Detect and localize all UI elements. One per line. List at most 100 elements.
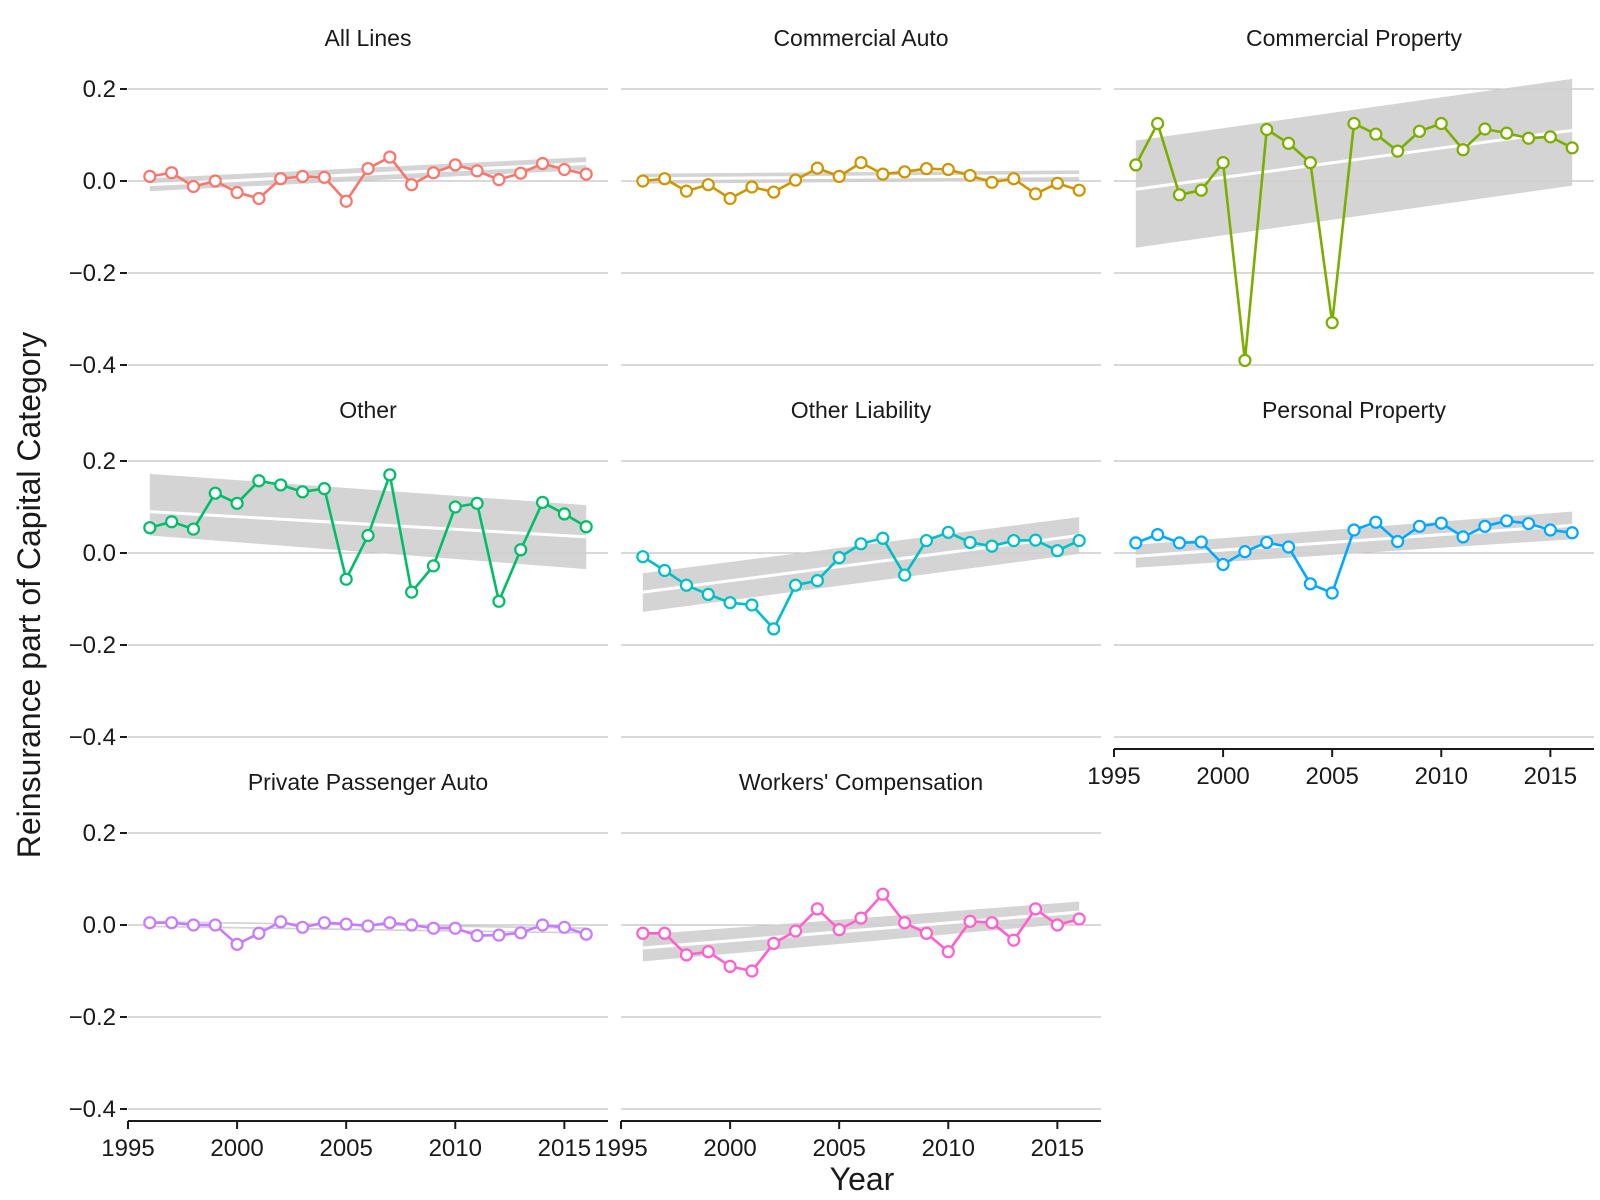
data-point bbox=[898, 568, 912, 582]
data-point bbox=[1072, 912, 1086, 926]
data-point bbox=[383, 150, 397, 164]
data-point bbox=[208, 174, 222, 188]
y-tick-label: 0.0 bbox=[83, 540, 116, 567]
data-point bbox=[1194, 183, 1208, 197]
data-point bbox=[165, 166, 179, 180]
data-point bbox=[1151, 527, 1165, 542]
data-point bbox=[1050, 176, 1064, 190]
x-tick-label: 2000 bbox=[703, 1135, 756, 1162]
y-tick-label: 0.2 bbox=[83, 448, 116, 475]
data-point bbox=[252, 926, 266, 940]
data-point bbox=[208, 918, 222, 932]
data-point bbox=[1260, 535, 1274, 550]
data-point bbox=[426, 559, 441, 573]
data-point bbox=[361, 528, 375, 543]
data-point bbox=[186, 179, 201, 194]
panel-title: Other Liability bbox=[791, 397, 932, 423]
data-point bbox=[810, 902, 824, 916]
data-point bbox=[426, 166, 441, 180]
x-tick-label: 2005 bbox=[812, 1135, 865, 1162]
data-point bbox=[767, 622, 781, 636]
data-point bbox=[470, 164, 484, 178]
data-point bbox=[405, 178, 419, 192]
data-point bbox=[557, 920, 571, 934]
data-point bbox=[1151, 116, 1165, 131]
data-point bbox=[1072, 183, 1086, 197]
data-point bbox=[679, 184, 694, 198]
data-point bbox=[186, 522, 201, 536]
data-point bbox=[1565, 141, 1579, 155]
data-point bbox=[492, 594, 506, 608]
data-point bbox=[448, 500, 462, 514]
data-point bbox=[1007, 172, 1021, 186]
panel-personal-property: Personal Property 1995 2000 2005 2010 2015 bbox=[1087, 397, 1594, 790]
data-point bbox=[186, 918, 201, 932]
data-point bbox=[658, 172, 672, 186]
data-point bbox=[1500, 126, 1514, 140]
data-point bbox=[514, 543, 528, 557]
data-point bbox=[470, 496, 484, 510]
x-tick-label: 2000 bbox=[1196, 763, 1249, 790]
data-point bbox=[854, 156, 868, 170]
data-point bbox=[143, 169, 157, 183]
data-point bbox=[832, 550, 846, 565]
data-point bbox=[1347, 116, 1361, 131]
trend-line bbox=[149, 510, 587, 539]
data-point bbox=[701, 945, 715, 959]
data-point bbox=[535, 495, 550, 509]
data-point bbox=[919, 926, 934, 940]
data-point bbox=[919, 533, 934, 548]
data-point bbox=[1543, 130, 1557, 144]
x-tick-label: 2015 bbox=[1031, 1135, 1084, 1162]
data-point bbox=[448, 158, 462, 172]
data-point bbox=[252, 191, 266, 206]
data-point bbox=[919, 161, 934, 176]
data-point bbox=[941, 162, 955, 177]
trend-line bbox=[642, 534, 1080, 594]
data-point bbox=[854, 911, 868, 925]
data-point bbox=[1325, 316, 1339, 330]
data-point bbox=[788, 924, 803, 938]
y-tick-label: −0.2 bbox=[69, 260, 116, 287]
x-tick-label: 2005 bbox=[319, 1135, 372, 1162]
panel-commercial-auto: Commercial Auto bbox=[621, 25, 1101, 366]
data-point bbox=[658, 926, 672, 940]
data-point bbox=[1478, 519, 1492, 533]
data-point bbox=[317, 170, 331, 184]
data-point bbox=[810, 573, 824, 588]
x-tick-label: 1995 bbox=[594, 1135, 647, 1162]
panel-title: Workers' Compensation bbox=[739, 769, 983, 795]
data-point bbox=[1129, 158, 1143, 172]
data-point bbox=[658, 563, 672, 578]
data-point bbox=[1028, 533, 1043, 547]
data-point bbox=[1369, 127, 1383, 141]
data-point bbox=[208, 486, 222, 500]
data-point bbox=[876, 167, 890, 181]
data-point bbox=[1521, 516, 1536, 531]
data-point bbox=[876, 887, 890, 901]
data-point bbox=[579, 167, 593, 181]
data-point bbox=[143, 916, 157, 930]
data-point bbox=[295, 169, 310, 183]
data-point bbox=[1391, 144, 1405, 158]
data-point bbox=[788, 578, 803, 592]
data-point bbox=[745, 964, 759, 978]
data-point bbox=[1521, 131, 1536, 145]
data-point bbox=[636, 174, 650, 188]
panel-title: Private Passenger Auto bbox=[248, 769, 488, 795]
x-tick-label: 2010 bbox=[1415, 763, 1468, 790]
trend-line bbox=[642, 173, 1080, 181]
data-point bbox=[295, 920, 310, 934]
x-tick-label: 1995 bbox=[1087, 763, 1140, 790]
y-tick-label: −0.4 bbox=[69, 1096, 116, 1123]
data-point bbox=[1028, 187, 1043, 201]
data-point bbox=[1412, 519, 1427, 533]
y-tick-label: 0.2 bbox=[83, 820, 116, 847]
panel-workers-compensation: Workers' Compensation 1995 2000 2005 2010 201… bbox=[594, 769, 1101, 1162]
data-point bbox=[898, 165, 912, 179]
data-point bbox=[579, 927, 593, 941]
data-point bbox=[1281, 136, 1296, 150]
data-point bbox=[876, 531, 890, 545]
data-point bbox=[1478, 122, 1492, 136]
confidence-band bbox=[1135, 78, 1573, 248]
